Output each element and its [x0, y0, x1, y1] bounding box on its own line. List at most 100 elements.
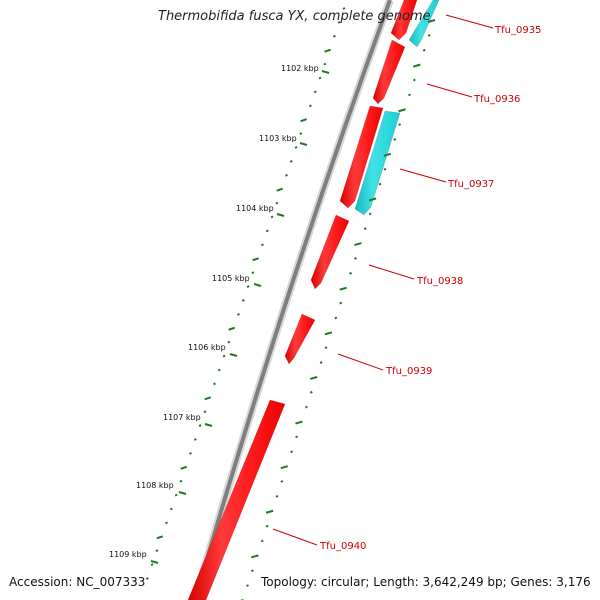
scale-major-tick — [178, 491, 187, 495]
outer-scale-tick — [354, 242, 362, 247]
inner-scale-tick — [332, 34, 336, 38]
gene-arrow[interactable] — [284, 313, 316, 365]
inner-scale-tick — [318, 76, 322, 80]
scale-label: 1104 kbp — [236, 204, 274, 213]
scale-label: 1103 kbp — [259, 134, 297, 143]
outer-scale-tick — [427, 33, 431, 37]
inner-scale-tick — [198, 424, 202, 427]
inner-scale-tick — [222, 354, 226, 358]
outer-scale-tick — [412, 78, 416, 82]
inner-scale-tick — [180, 465, 188, 470]
inner-scale-tick — [308, 104, 312, 108]
outer-scale-tick — [339, 301, 343, 305]
inner-scale-tick — [300, 118, 307, 123]
inner-scale-tick — [179, 479, 183, 483]
inner-scale-tick — [289, 160, 293, 163]
inner-scale-tick — [174, 493, 178, 497]
inner-scale-tick — [251, 271, 255, 275]
outer-scale-tick — [378, 182, 382, 186]
outer-scale-tick — [413, 63, 421, 68]
gene-label[interactable]: Tfu_0936 — [473, 94, 520, 105]
inner-scale-tick — [203, 410, 207, 414]
scale-label: 1102 kbp — [281, 64, 319, 73]
genome-backbone — [191, 0, 394, 600]
outer-scale-tick — [422, 48, 426, 52]
outer-scale-tick — [265, 524, 269, 528]
outer-scale-tick — [280, 465, 289, 470]
inner-scale-tick — [324, 48, 331, 53]
inner-scale-tick — [252, 257, 259, 262]
inner-scale-tick — [261, 243, 264, 247]
outer-scale-tick — [368, 197, 377, 202]
inner-scale-tick — [270, 215, 274, 219]
gene-arrow[interactable] — [390, 0, 418, 41]
gene-label-leader — [368, 264, 415, 280]
outer-scale-tick — [354, 257, 357, 260]
inner-scale-tick — [169, 507, 173, 511]
outer-scale-tick — [265, 509, 274, 514]
inner-scale-tick — [165, 521, 168, 525]
scale-major-tick — [276, 213, 285, 217]
inner-scale-tick — [237, 312, 240, 316]
scale-label: 1106 kbp — [188, 343, 226, 352]
outer-scale-tick — [246, 584, 249, 588]
inner-scale-tick — [228, 326, 236, 331]
inner-scale-tick — [265, 229, 269, 233]
outer-scale-tick — [363, 227, 367, 231]
scale-label: 1109 kbp — [109, 550, 147, 559]
scale-major-tick — [253, 283, 262, 287]
scale-major-tick — [204, 423, 213, 427]
gene-arrow[interactable] — [354, 110, 401, 216]
inner-scale-tick — [193, 438, 197, 441]
outer-scale-tick — [309, 375, 318, 380]
inner-scale-track — [145, 7, 346, 580]
inner-scale-tick — [213, 382, 216, 386]
scale-major-tick — [321, 70, 330, 74]
gene-label[interactable]: Tfu_0935 — [494, 25, 541, 36]
scale-label: 1107 kbp — [163, 413, 201, 422]
gene-label-leader — [445, 14, 494, 29]
gene-glyphs — [187, 0, 440, 600]
outer-scale-tick — [393, 138, 397, 141]
inner-scale-tick — [294, 146, 298, 149]
outer-scale-tick — [383, 152, 392, 157]
gene-arrow[interactable] — [339, 105, 384, 209]
inner-scale-tick — [246, 285, 250, 288]
gene-arrow[interactable] — [372, 39, 406, 105]
inner-scale-tick — [342, 7, 346, 10]
genome-backbone-line — [193, 0, 392, 600]
gene-labels: Tfu_0935 Tfu_0936 Tfu_0937 Tfu_0938 Tfu_0939… — [272, 14, 541, 552]
inner-scale-tick — [204, 396, 212, 401]
inner-scale-tick — [284, 173, 288, 177]
outer-scale-tick — [280, 480, 284, 483]
outer-scale-tick — [324, 346, 328, 350]
genome-summary-text: Topology: circular; Length: 3,642,249 bp… — [261, 575, 591, 589]
inner-scale-tick — [156, 535, 164, 540]
gene-arrow[interactable] — [310, 214, 350, 290]
outer-scale-tick — [398, 108, 406, 113]
inner-scale-tick — [150, 563, 154, 566]
scale-major-tick — [229, 353, 238, 357]
gene-label-leader — [337, 353, 384, 371]
accession-text: Accession: NC_007333 — [9, 575, 146, 589]
scale-label: 1105 kbp — [212, 274, 250, 283]
inner-scale-tick — [313, 90, 317, 94]
gene-label[interactable]: Tfu_0938 — [416, 276, 463, 287]
outer-scale-tick — [349, 271, 353, 275]
gene-label[interactable]: Tfu_0939 — [385, 366, 432, 377]
gene-arrow[interactable] — [408, 0, 440, 48]
scale-major-tick — [299, 142, 308, 146]
outer-scale-tick — [251, 554, 259, 559]
outer-scale-tick — [398, 123, 402, 126]
outer-scale-tick — [408, 93, 411, 97]
gene-label-leader — [426, 83, 473, 98]
outer-scale-tick — [324, 331, 333, 336]
outer-scale-tick — [368, 212, 372, 216]
gene-label[interactable]: Tfu_0940 — [319, 541, 366, 552]
inner-scale-tick — [189, 451, 192, 455]
outer-scale-tick — [260, 539, 264, 543]
gene-arrow[interactable] — [187, 399, 286, 600]
gene-label[interactable]: Tfu_0937 — [447, 179, 494, 190]
scale-major-tick — [150, 560, 159, 564]
outer-scale-tick — [309, 390, 313, 394]
